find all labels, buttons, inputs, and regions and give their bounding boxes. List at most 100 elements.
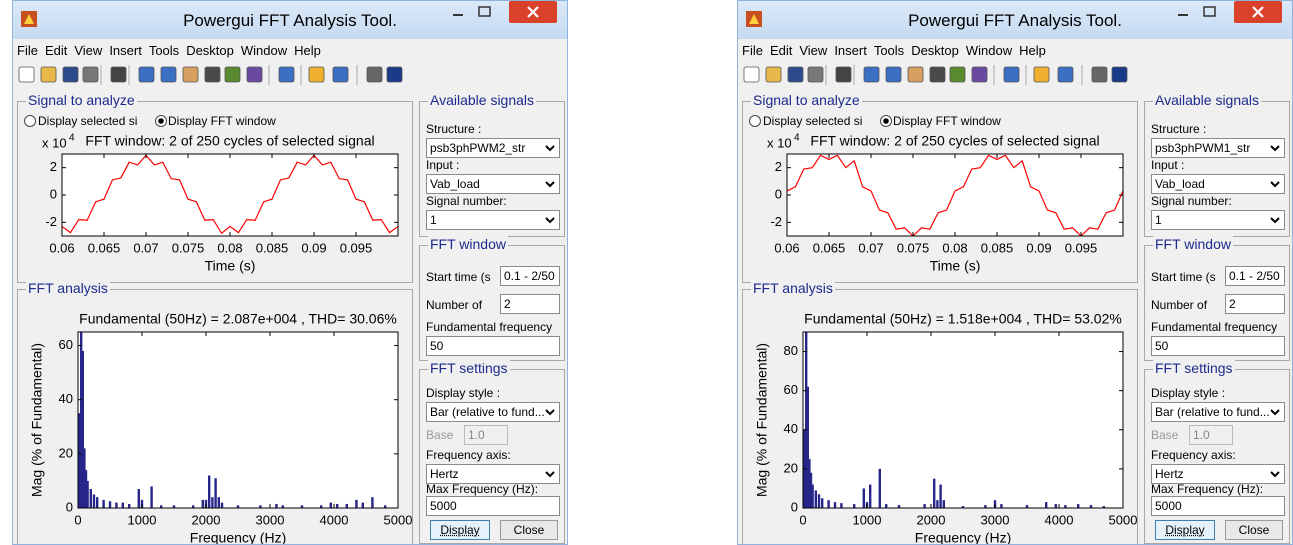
toolbar-button[interactable] [308, 66, 325, 83]
menu-item[interactable]: Tools [873, 43, 905, 58]
signal-line [787, 154, 1123, 236]
menu-item[interactable]: File [742, 43, 763, 58]
dropdown[interactable]: Hertz [426, 464, 560, 484]
toolbar-button[interactable] [1003, 66, 1020, 83]
toolbar-button[interactable] [246, 66, 263, 83]
toolbar-button[interactable] [863, 66, 880, 83]
button[interactable]: Display [430, 520, 490, 540]
dropdown[interactable]: 1 [1151, 210, 1285, 230]
toolbar-button[interactable] [929, 66, 946, 83]
toolbar-button[interactable] [278, 66, 295, 83]
toolbar-button[interactable] [386, 66, 403, 83]
panel: Signal to analyze Display selected si Disp… [17, 92, 413, 283]
bar [1000, 504, 1003, 508]
text-field[interactable]: 0.1 - 2/50 [1225, 266, 1285, 286]
window-controls[interactable] [1168, 1, 1290, 27]
menu-item[interactable]: File [17, 43, 38, 58]
text-field[interactable]: 50 [1151, 336, 1285, 356]
dropdown[interactable]: Vab_load [426, 174, 560, 194]
menu-item[interactable]: Desktop [911, 43, 959, 58]
signal-chart: 0.06 0.065 0.07 0.075 0.08 0.085 0.09 0.095 -2 0 2… [42, 133, 399, 274]
toolbar-button[interactable] [971, 66, 988, 83]
menu-item[interactable]: Help [294, 43, 321, 58]
toolbar-button[interactable] [62, 66, 79, 83]
dropdown-arrow [1270, 145, 1280, 152]
toolbar-button[interactable] [743, 66, 760, 83]
dropdown-arrow [1270, 471, 1280, 478]
dropdown[interactable]: Vab_load [1151, 174, 1285, 194]
bar [1025, 505, 1029, 508]
menu-item[interactable]: Window [965, 43, 1013, 58]
toolbar-button[interactable] [366, 66, 383, 83]
radio-label[interactable]: Display selected si [763, 114, 863, 128]
toolbar-button[interactable] [160, 66, 177, 83]
toolbar-button[interactable] [807, 66, 824, 83]
toolbar-button[interactable] [1091, 66, 1108, 83]
toolbar-button[interactable] [18, 66, 35, 83]
dropdown[interactable]: psb3phPWM2_str [426, 138, 560, 158]
radio-buttons[interactable] [24, 114, 174, 128]
radio-label[interactable]: Display FFT window [893, 114, 1001, 128]
toolbar-button[interactable] [949, 66, 966, 83]
toolbar-button[interactable] [787, 66, 804, 83]
text-field[interactable]: 5000 [426, 496, 560, 516]
toolbar-button[interactable] [907, 66, 924, 83]
text-field[interactable]: 50 [426, 336, 560, 356]
menu-item[interactable]: Tools [148, 43, 180, 58]
toolbar-button[interactable] [224, 66, 241, 83]
x-tick-label: 0.075 [172, 240, 205, 255]
maximize[interactable] [1203, 6, 1216, 17]
radio-buttons[interactable] [749, 114, 899, 128]
menu-item[interactable]: Insert [109, 43, 142, 58]
menu-item[interactable]: Help [1019, 43, 1046, 58]
toolbar-button[interactable] [765, 66, 782, 83]
toolbar-button[interactable] [204, 66, 221, 83]
dropdown-value: Hertz [1155, 467, 1184, 481]
icon-shape [749, 14, 759, 24]
dropdown[interactable]: 1 [426, 210, 560, 230]
text-field[interactable]: 2 [1225, 294, 1285, 314]
toolbar-button[interactable] [885, 66, 902, 83]
toolbar-button[interactable] [332, 66, 349, 83]
text-field[interactable]: 5000 [1151, 496, 1285, 516]
toolbar-button[interactable] [1057, 66, 1074, 83]
x-tick-label: 0.085 [256, 240, 289, 255]
radio[interactable] [749, 115, 761, 127]
menu-item[interactable]: Edit [769, 43, 793, 58]
dropdown[interactable]: Hertz [1151, 464, 1285, 484]
menu-item[interactable]: Insert [834, 43, 867, 58]
dropdown[interactable]: psb3phPWM1_str [1151, 138, 1285, 158]
toolbar-button[interactable] [1033, 66, 1050, 83]
button[interactable]: Close [1225, 520, 1283, 540]
menu-item[interactable]: Desktop [186, 43, 234, 58]
close-x [527, 6, 539, 18]
toolbar-button[interactable] [182, 66, 199, 83]
signal-chart: 0.06 0.065 0.07 0.075 0.08 0.085 0.09 0.095 -2 0 2… [767, 133, 1124, 274]
dropdown[interactable]: Bar (relative to fund... [426, 402, 560, 422]
menu-item[interactable]: Window [240, 43, 288, 58]
bar [345, 503, 348, 508]
window-controls[interactable] [443, 1, 565, 27]
toolbar-button[interactable] [82, 66, 99, 83]
menu-item[interactable]: View [74, 43, 103, 58]
radio-label[interactable]: Display selected si [38, 114, 138, 128]
text-field[interactable]: 0.1 - 2/50 [500, 266, 560, 286]
button[interactable]: Display [1155, 520, 1215, 540]
menu-item[interactable]: Edit [44, 43, 68, 58]
toolbar-button[interactable] [40, 66, 57, 83]
text-field[interactable]: 2 [500, 294, 560, 314]
radio-label[interactable]: Display FFT window [168, 114, 276, 128]
bar [102, 499, 105, 508]
maximize[interactable] [478, 6, 491, 17]
toolbar-button[interactable] [110, 66, 127, 83]
bar [84, 470, 88, 508]
menu-item[interactable]: View [799, 43, 828, 58]
toolbar-button[interactable] [835, 66, 852, 83]
button[interactable]: Close [500, 520, 558, 540]
toolbar-button[interactable] [138, 66, 155, 83]
window: Powergui FFT Analysis Tool. File Edit View I… [737, 0, 1293, 545]
toolbar-button[interactable] [1111, 66, 1128, 83]
dropdown[interactable]: Bar (relative to fund... [1151, 402, 1285, 422]
window: Powergui FFT Analysis Tool. File Edit View I… [12, 0, 568, 545]
radio[interactable] [24, 115, 36, 127]
